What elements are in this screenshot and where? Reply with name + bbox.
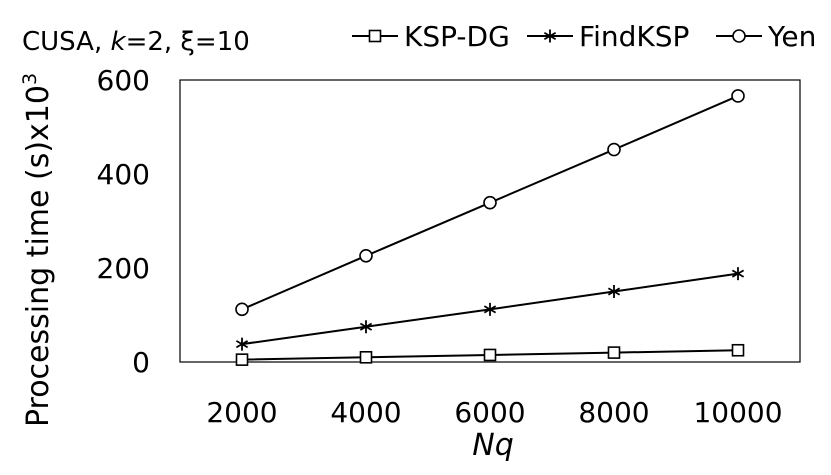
chart-title: CUSA, k=2, ξ=10 — [22, 27, 250, 57]
y-axis-title-text: Processing time (s)x10 — [21, 85, 56, 427]
legend-label: KSP-DG — [404, 20, 510, 53]
series-yen — [235, 89, 745, 317]
x-tick-label: 8000 — [578, 396, 649, 429]
x-tick-label: 10000 — [693, 396, 782, 429]
data-point — [731, 267, 745, 281]
data-point — [235, 302, 249, 317]
chart-title-k: k — [111, 27, 127, 57]
legend-label: Yen — [767, 20, 816, 53]
y-tick-label: 600 — [97, 64, 150, 97]
series-ksp-dg — [235, 343, 745, 366]
data-point — [235, 337, 249, 351]
data-point — [483, 348, 497, 362]
y-axis-ticks: 0 200 400 600 — [97, 64, 150, 379]
data-point — [359, 320, 373, 334]
legend-marker — [732, 29, 746, 43]
legend-label: FindKSP — [579, 20, 689, 53]
y-tick-label: 200 — [97, 252, 150, 285]
data-point — [731, 343, 745, 357]
data-point — [235, 353, 249, 366]
y-tick-label: 0 — [132, 346, 150, 379]
data-point — [483, 302, 497, 316]
data-point — [607, 346, 621, 359]
y-tick-label: 400 — [97, 158, 150, 191]
legend-item: FindKSP — [527, 20, 689, 53]
plot-frame — [179, 79, 801, 363]
x-tick-label: 2000 — [206, 396, 277, 429]
legend: KSP-DG FindKSP Yen — [352, 20, 816, 53]
y-axis-title: Processing time (s)x103 — [19, 73, 56, 427]
data-point — [607, 142, 621, 157]
chart-title-prefix: CUSA, — [22, 27, 111, 57]
data-point — [731, 89, 745, 103]
legend-item: Yen — [716, 20, 816, 53]
x-tick-label: 4000 — [330, 396, 401, 429]
legend-item: KSP-DG — [352, 20, 510, 53]
y-axis-title-exponent: 3 — [19, 73, 41, 85]
chart-title-value: =2, ξ=10 — [126, 27, 250, 57]
data-point — [359, 248, 373, 263]
series-layer — [235, 89, 745, 366]
x-axis-ticks: 2000 4000 6000 8000 10000 — [206, 396, 782, 429]
data-point — [607, 285, 621, 298]
series-findksp — [235, 267, 745, 351]
legend-marker — [543, 29, 557, 43]
legend-marker — [368, 29, 382, 43]
data-point — [483, 195, 497, 210]
x-tick-label: 6000 — [454, 396, 525, 429]
data-point — [359, 350, 373, 364]
x-axis-title: Nq — [472, 428, 513, 463]
